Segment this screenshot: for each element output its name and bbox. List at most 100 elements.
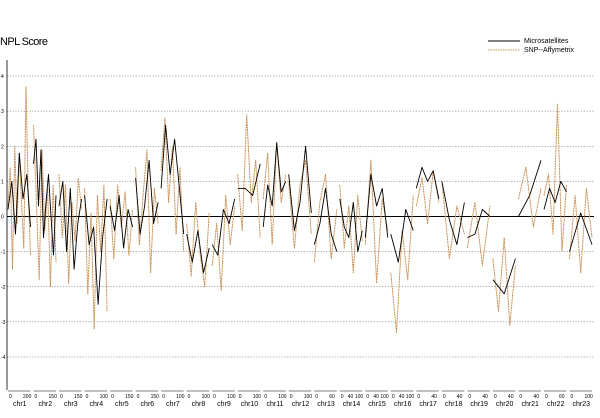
y-axis-title: NPL Score xyxy=(0,36,48,48)
x-tick-label: 150 xyxy=(49,394,58,400)
chromosome-label: chr21 xyxy=(521,401,539,408)
chromosome-label: chr15 xyxy=(368,401,386,408)
microsatellite-line-chr22 xyxy=(543,180,567,210)
y-tick-label: 2 xyxy=(1,144,4,150)
microsatellite-line-chr4 xyxy=(84,195,108,305)
x-tick-label: 100 xyxy=(202,394,211,400)
microsatellite-line-chr19 xyxy=(467,209,491,239)
snp-line-chr23 xyxy=(569,187,593,274)
microsatellite-line-chr8 xyxy=(186,230,210,274)
snp-line-chr14 xyxy=(339,184,363,274)
y-tick-label: -4 xyxy=(1,355,6,361)
x-tick-label: 0 xyxy=(239,394,242,400)
x-tick-label: 200 xyxy=(23,394,32,400)
y-axis-ticks: -4 -3 -2 -1 0 1 2 3 4 xyxy=(1,60,8,390)
chromosome-label: chr1 xyxy=(13,401,27,408)
legend-label-snp: SNP--Affymetrix xyxy=(524,47,575,54)
y-tick-label: -2 xyxy=(1,285,6,291)
x-tick-label: 100 xyxy=(278,394,287,400)
x-tick-label: 0 xyxy=(60,394,63,400)
x-tick-label: 0 xyxy=(264,394,267,400)
x-tick-label: 40 xyxy=(373,394,379,400)
snp-line-chr15 xyxy=(364,159,389,284)
snp-line-chr16 xyxy=(390,195,414,333)
legend-label-microsatellites: Microsatellites xyxy=(524,38,569,45)
snp-line-chr22 xyxy=(543,103,567,253)
x-tick-label: 0 xyxy=(188,394,191,400)
x-tick-label: 100 xyxy=(355,394,364,400)
snp-line-chr17 xyxy=(415,170,440,224)
x-tick-label: 40 xyxy=(457,394,463,400)
x-tick-label: 100 xyxy=(176,394,185,400)
chromosome-label: chr16 xyxy=(394,401,412,408)
microsatellite-line-chr2 xyxy=(33,138,57,256)
microsatellite-line-chr21 xyxy=(518,160,542,217)
x-tick-label: 0 xyxy=(417,394,420,400)
snp-line-chr8 xyxy=(186,201,210,288)
y-tick-label: 3 xyxy=(1,109,4,115)
x-tick-label: 150 xyxy=(125,394,134,400)
chromosome-label: chr19 xyxy=(470,401,488,408)
x-tick-label: 100 xyxy=(304,394,313,400)
x-tick-label: 0 xyxy=(86,394,89,400)
chromosome-label: chr4 xyxy=(90,401,104,408)
legend: Microsatellites SNP--Affymetrix xyxy=(488,38,575,54)
microsatellite-line-chr3 xyxy=(58,180,83,270)
chromosome-label: chr8 xyxy=(192,401,206,408)
microsatellite-line-chr12 xyxy=(288,145,312,232)
x-tick-label: 0 xyxy=(213,394,216,400)
snp-line-chr21 xyxy=(517,166,542,228)
x-tick-label: 0 xyxy=(494,394,497,400)
microsatellite-line-chr11 xyxy=(262,142,287,228)
chromosome-label: chr3 xyxy=(64,401,78,408)
chromosome-label: chr12 xyxy=(292,401,310,408)
snp-line-chr20 xyxy=(492,237,516,326)
x-tick-label: 0 xyxy=(545,394,548,400)
chromosome-label: chr22 xyxy=(547,401,565,408)
chromosome-label: chr11 xyxy=(266,401,283,408)
microsatellite-line-chr14 xyxy=(339,198,363,253)
microsatellite-line-chr23 xyxy=(569,212,593,252)
microsatellite-line-chr7 xyxy=(160,124,185,235)
x-tick-label: 100 xyxy=(100,394,109,400)
snp-line-chr2 xyxy=(33,125,57,288)
microsatellite-line-chr20 xyxy=(492,258,516,295)
x-tick-label: 40 xyxy=(431,394,437,400)
microsatellite-line-chr6 xyxy=(135,159,159,235)
gridlines xyxy=(7,75,594,358)
x-tick-label: 0 xyxy=(519,394,522,400)
x-tick-label: 0 xyxy=(315,394,318,400)
x-tick-label: 40 xyxy=(508,394,514,400)
x-tick-label: 0 xyxy=(443,394,446,400)
chromosome-label: chr18 xyxy=(445,401,463,408)
chromosome-label: chr9 xyxy=(217,401,231,408)
x-tick-label: 0 xyxy=(341,394,344,400)
x-tick-label: 150 xyxy=(74,394,83,400)
snp-line-chr5 xyxy=(109,184,134,260)
snp-line-chr4 xyxy=(84,184,108,330)
y-tick-label: -1 xyxy=(1,250,6,256)
x-tick-label: 0 xyxy=(162,394,165,400)
chromosome-label: chr10 xyxy=(241,401,259,408)
microsatellite-line-chr1 xyxy=(7,152,31,235)
snp-line-chr6 xyxy=(135,149,159,274)
microsatellite-line-chr10 xyxy=(237,163,261,196)
chromosome-label: chr23 xyxy=(572,401,590,408)
chromosome-label: chr17 xyxy=(419,401,437,408)
chromosome-label: chr14 xyxy=(343,401,361,408)
x-tick-label: 0 xyxy=(35,394,38,400)
microsatellite-line-chr16 xyxy=(390,209,414,263)
chromosome-label: chr13 xyxy=(317,401,335,408)
x-tick-label: 0 xyxy=(366,394,369,400)
x-tick-label: 0 xyxy=(570,394,573,400)
snp-line-chr10 xyxy=(237,114,261,238)
y-tick-label: -3 xyxy=(1,320,6,326)
snp-line-chr7 xyxy=(160,117,185,252)
microsatellite-line-chr13 xyxy=(313,187,338,252)
x-tick-label: 100 xyxy=(584,394,593,400)
snp-affymetrix-series xyxy=(7,86,593,333)
snp-line-chr12 xyxy=(288,159,312,249)
microsatellite-line-chr5 xyxy=(109,194,134,249)
